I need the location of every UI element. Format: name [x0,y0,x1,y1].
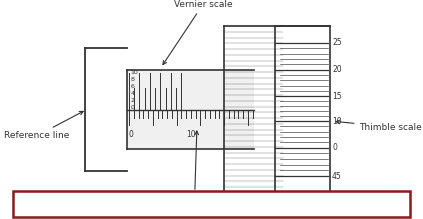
Text: Vernier scale: Vernier scale [163,0,232,65]
Text: Main scale: Main scale [170,131,219,204]
Bar [127,70,254,149]
Text: 15: 15 [332,92,342,101]
Text: Thimble scale: Thimble scale [336,120,422,132]
Text: - Reading of Vernier micrometer: - Reading of Vernier micrometer [122,199,301,209]
Text: 25: 25 [332,38,342,48]
Text: 0: 0 [130,105,134,110]
Text: 8: 8 [130,77,134,82]
Text: Reference line: Reference line [4,111,83,140]
Text: 0: 0 [332,143,337,152]
Bar [275,26,330,193]
Text: 20: 20 [332,65,342,74]
Text: 10: 10 [186,130,195,139]
Text: 0: 0 [129,130,134,139]
Text: 2: 2 [130,98,134,103]
Text: 45: 45 [332,171,342,181]
Text: 10: 10 [130,70,138,75]
Text: 4: 4 [130,91,134,96]
Text: 10: 10 [332,117,342,126]
Text: 6: 6 [130,84,134,89]
